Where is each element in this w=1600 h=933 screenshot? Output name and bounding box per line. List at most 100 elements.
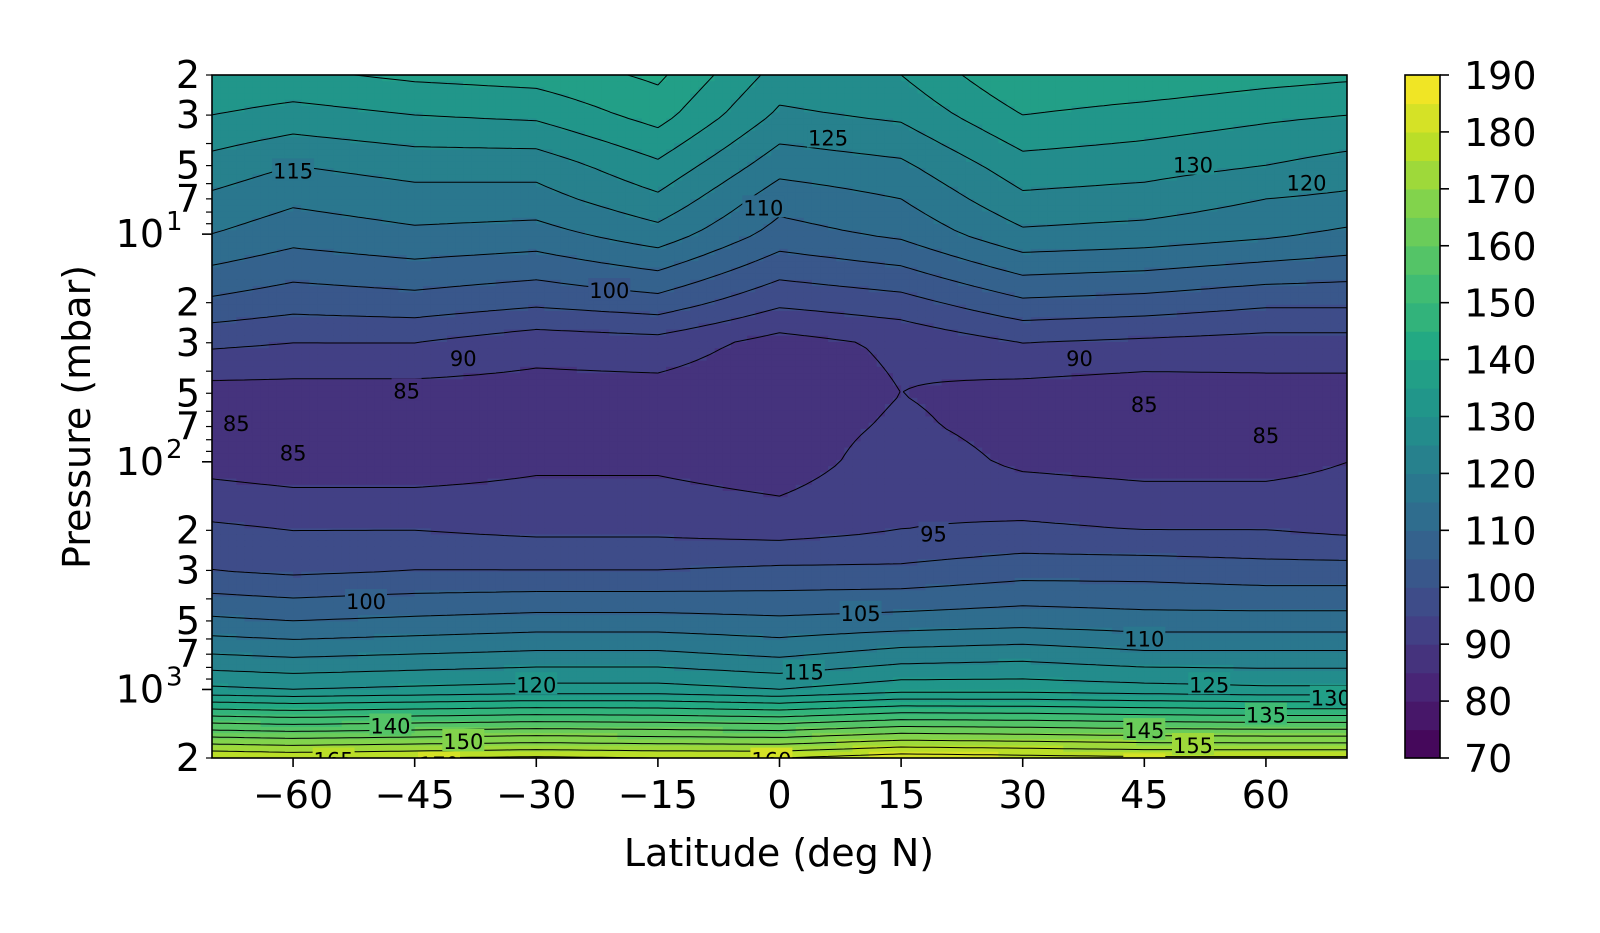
field-cell — [917, 205, 927, 213]
field-cell — [1144, 75, 1154, 82]
field-cell — [666, 186, 675, 194]
field-cell — [617, 199, 627, 207]
field-cell — [528, 180, 537, 188]
field-cell — [868, 106, 878, 113]
field-cell — [1022, 230, 1032, 238]
field-cell — [252, 75, 262, 82]
field-cell — [965, 279, 975, 287]
field-cell — [868, 236, 878, 244]
field-cell — [560, 242, 570, 250]
field-cell — [1071, 267, 1081, 275]
field-cell — [1006, 130, 1016, 138]
field-cell — [893, 248, 902, 256]
field-cell — [1095, 112, 1105, 120]
field-cell — [674, 242, 683, 250]
field-cell — [317, 192, 327, 200]
field-cell — [268, 261, 278, 269]
field-cell — [649, 242, 659, 250]
field-cell — [755, 248, 764, 256]
field-cell — [982, 106, 991, 113]
field-cell — [1144, 112, 1154, 120]
field-cell — [1111, 106, 1121, 113]
field-cell — [1338, 149, 1347, 157]
field-cell — [439, 236, 448, 244]
field-cell — [828, 155, 837, 163]
field-cell — [220, 224, 229, 231]
field-cell — [560, 255, 570, 262]
field-cell — [990, 211, 1000, 219]
field-cell — [974, 112, 983, 120]
field-cell — [933, 211, 943, 219]
field-cell — [1201, 230, 1210, 238]
field-cell — [787, 112, 797, 120]
field-cell — [730, 217, 740, 225]
field-cell — [641, 137, 651, 144]
field-cell — [1257, 192, 1267, 200]
field-cell — [447, 87, 456, 95]
field-cell — [965, 267, 975, 275]
field-cell — [1103, 161, 1113, 169]
field-cell — [414, 161, 424, 169]
field-cell — [520, 174, 529, 182]
field-cell — [957, 217, 967, 225]
field-cell — [503, 161, 513, 169]
field-cell — [422, 168, 432, 176]
field-cell — [398, 87, 408, 95]
field-cell — [406, 261, 416, 269]
field-cell — [730, 180, 740, 188]
field-cell — [1330, 205, 1340, 213]
field-cell — [212, 87, 221, 95]
field-cell — [1038, 118, 1048, 126]
field-cell — [576, 205, 586, 213]
field-cell — [876, 236, 886, 244]
field-cell — [884, 211, 894, 219]
field-cell — [212, 149, 221, 157]
field-cell — [1022, 279, 1032, 287]
field-cell — [714, 75, 724, 82]
field-cell — [447, 236, 456, 244]
field-cell — [738, 230, 748, 238]
field-cell — [366, 149, 375, 157]
field-cell — [244, 255, 254, 262]
field-cell — [349, 267, 359, 275]
field-cell — [1176, 143, 1186, 151]
field-cell — [293, 242, 302, 250]
field-cell — [1209, 118, 1218, 126]
field-cell — [1087, 106, 1097, 113]
field-cell — [1079, 75, 1089, 82]
field-cell — [844, 236, 854, 244]
field-cell — [511, 149, 521, 157]
field-cell — [998, 261, 1008, 269]
field-cell — [1006, 267, 1016, 275]
field-cell — [1014, 279, 1024, 287]
field-cell — [860, 137, 870, 144]
field-cell — [625, 124, 635, 132]
field-cell — [503, 248, 513, 256]
field-cell — [844, 211, 854, 219]
field-cell — [593, 192, 602, 200]
field-cell — [479, 230, 489, 238]
field-cell — [1071, 255, 1081, 262]
field-cell — [503, 273, 513, 281]
field-cell — [763, 242, 773, 250]
field-cell — [471, 124, 481, 132]
field-cell — [293, 112, 302, 120]
field-cell — [325, 205, 335, 213]
field-cell — [1330, 168, 1340, 176]
field-cell — [317, 155, 327, 163]
field-cell — [1152, 242, 1162, 250]
field-cell — [982, 81, 991, 89]
field-cell — [852, 87, 862, 95]
field-cell — [698, 217, 708, 225]
field-cell — [1217, 118, 1227, 126]
field-cell — [455, 217, 465, 225]
field-cell — [511, 75, 521, 82]
field-cell — [276, 81, 286, 89]
field-cell — [641, 155, 651, 163]
field-cell — [1306, 273, 1316, 281]
field-cell — [657, 168, 667, 176]
field-cell — [1338, 161, 1347, 169]
field-cell — [430, 199, 440, 207]
field-cell — [933, 180, 943, 188]
field-cell — [771, 255, 781, 262]
